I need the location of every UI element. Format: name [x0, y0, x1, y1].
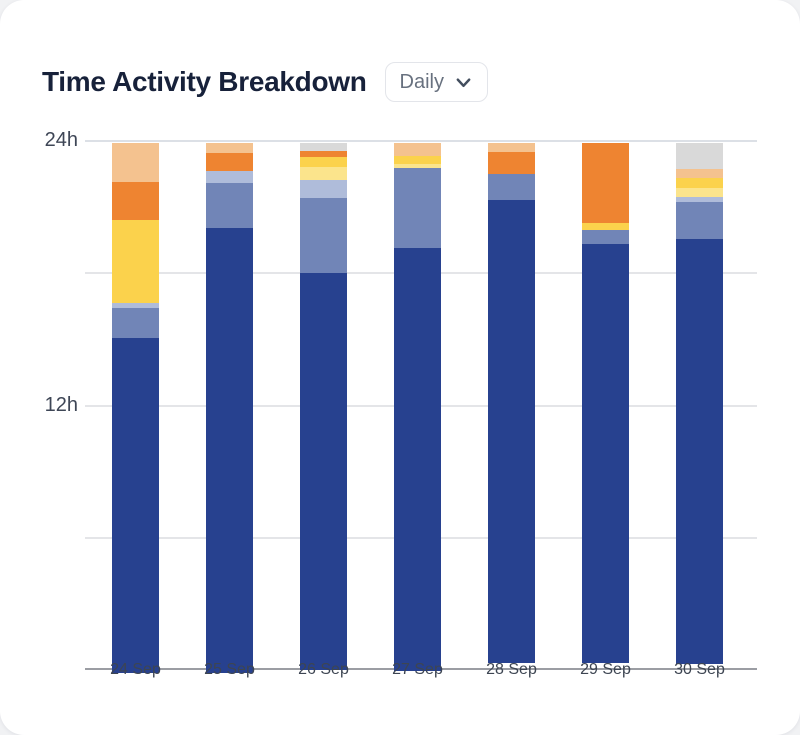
segment-medium-blue[interactable] — [676, 202, 723, 239]
segment-lavender[interactable] — [676, 196, 723, 203]
segment-deep-blue[interactable] — [112, 338, 159, 673]
chevron-down-icon — [454, 73, 473, 92]
segment-yellow[interactable] — [676, 178, 723, 189]
bar-27-sep[interactable] — [394, 143, 441, 671]
segment-peach[interactable] — [488, 143, 535, 152]
bar-30-sep[interactable] — [676, 143, 723, 665]
segment-yellow[interactable] — [300, 157, 347, 168]
y-tick-label: 12h — [44, 394, 78, 416]
segment-medium-blue[interactable] — [582, 230, 629, 245]
segment-orange[interactable] — [206, 152, 253, 171]
segment-peach[interactable] — [676, 169, 723, 179]
segment-gray[interactable] — [300, 143, 347, 151]
segment-pale-yellow[interactable] — [300, 167, 347, 181]
x-tick-label: 26 Sep — [298, 661, 349, 678]
page-title: Time Activity Breakdown — [42, 66, 367, 97]
segment-deep-blue[interactable] — [394, 247, 441, 671]
x-tick-label: 30 Sep — [674, 661, 725, 678]
segment-orange[interactable] — [112, 181, 159, 221]
bar-26-sep[interactable] — [300, 143, 347, 670]
period-dropdown-value: Daily — [399, 70, 444, 93]
segment-pale-yellow[interactable] — [676, 188, 723, 197]
segment-yellow[interactable] — [112, 220, 159, 303]
segment-gray[interactable] — [676, 143, 723, 170]
segment-peach[interactable] — [394, 143, 441, 157]
segment-deep-blue[interactable] — [206, 227, 253, 673]
bar-25-sep[interactable] — [206, 143, 253, 673]
segment-medium-blue[interactable] — [488, 173, 535, 201]
x-tick-label: 24 Sep — [110, 661, 161, 678]
segment-yellow[interactable] — [394, 156, 441, 164]
bar-29-sep[interactable] — [582, 143, 629, 664]
x-tick-label: 29 Sep — [580, 661, 631, 678]
segment-peach[interactable] — [112, 143, 159, 182]
x-tick-label: 27 Sep — [392, 661, 443, 678]
segment-orange[interactable] — [488, 151, 535, 174]
segment-deep-blue[interactable] — [488, 200, 535, 663]
segment-deep-blue[interactable] — [582, 244, 629, 664]
segment-medium-blue[interactable] — [300, 198, 347, 273]
segment-deep-blue[interactable] — [676, 238, 723, 665]
card-header: Time Activity Breakdown Daily — [42, 60, 758, 104]
segment-orange[interactable] — [582, 143, 629, 224]
segment-medium-blue[interactable] — [206, 182, 253, 228]
segment-lavender[interactable] — [300, 180, 347, 199]
segment-peach[interactable] — [206, 143, 253, 153]
bar-28-sep[interactable] — [488, 143, 535, 663]
segment-yellow[interactable] — [582, 223, 629, 231]
y-tick-label: 24h — [44, 129, 78, 151]
period-dropdown[interactable]: Daily — [384, 62, 488, 102]
bar-24-sep[interactable] — [112, 143, 159, 673]
x-tick-label: 25 Sep — [204, 661, 255, 678]
segment-orange[interactable] — [300, 150, 347, 158]
segment-medium-blue[interactable] — [394, 168, 441, 248]
segment-pale-yellow[interactable] — [394, 163, 441, 169]
segment-deep-blue[interactable] — [300, 273, 347, 670]
x-tick-label: 28 Sep — [486, 661, 537, 678]
gridline-24h — [85, 140, 757, 142]
segment-lavender[interactable] — [112, 302, 159, 309]
segment-medium-blue[interactable] — [112, 308, 159, 339]
segment-lavender[interactable] — [206, 170, 253, 183]
